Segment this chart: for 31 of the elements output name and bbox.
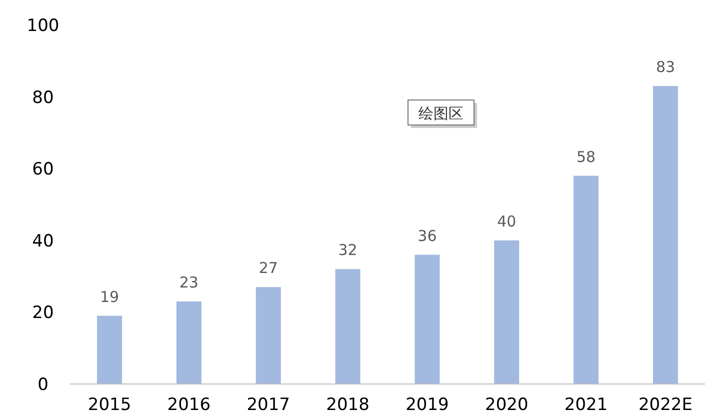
bar [176, 301, 202, 384]
x-tick-label: 2018 [326, 395, 370, 415]
x-tick-label: 2022E [638, 395, 692, 415]
y-tick-label: 40 [32, 231, 54, 252]
bar [652, 86, 678, 384]
y-tick-label: 100 [26, 16, 60, 36]
data-label: 27 [258, 259, 278, 278]
x-tick-label: 2019 [406, 395, 449, 415]
x-tick-label: 2015 [88, 395, 132, 415]
bar [256, 287, 281, 384]
bar [414, 254, 440, 384]
data-label: 23 [179, 273, 198, 292]
x-tick-label: 2021 [564, 395, 608, 415]
x-tick-label: 2020 [485, 395, 528, 415]
y-tick-label: 20 [32, 303, 54, 324]
data-label: 32 [338, 241, 358, 260]
data-label: 40 [497, 212, 516, 230]
y-tick-label: 60 [32, 160, 54, 180]
y-tick-label: 0 [38, 374, 48, 395]
bar [494, 240, 520, 384]
bar [335, 269, 360, 384]
bar [97, 316, 122, 384]
x-tick-label: 2016 [167, 395, 211, 415]
data-label: 19 [100, 288, 120, 306]
annotation: 绘图区 [418, 104, 464, 122]
bar [574, 176, 599, 384]
data-label: 58 [576, 148, 596, 166]
data-label: 83 [656, 58, 676, 76]
data-label: 36 [418, 226, 437, 245]
y-tick-label: 80 [32, 88, 54, 108]
x-tick-label: 2017 [246, 395, 290, 415]
